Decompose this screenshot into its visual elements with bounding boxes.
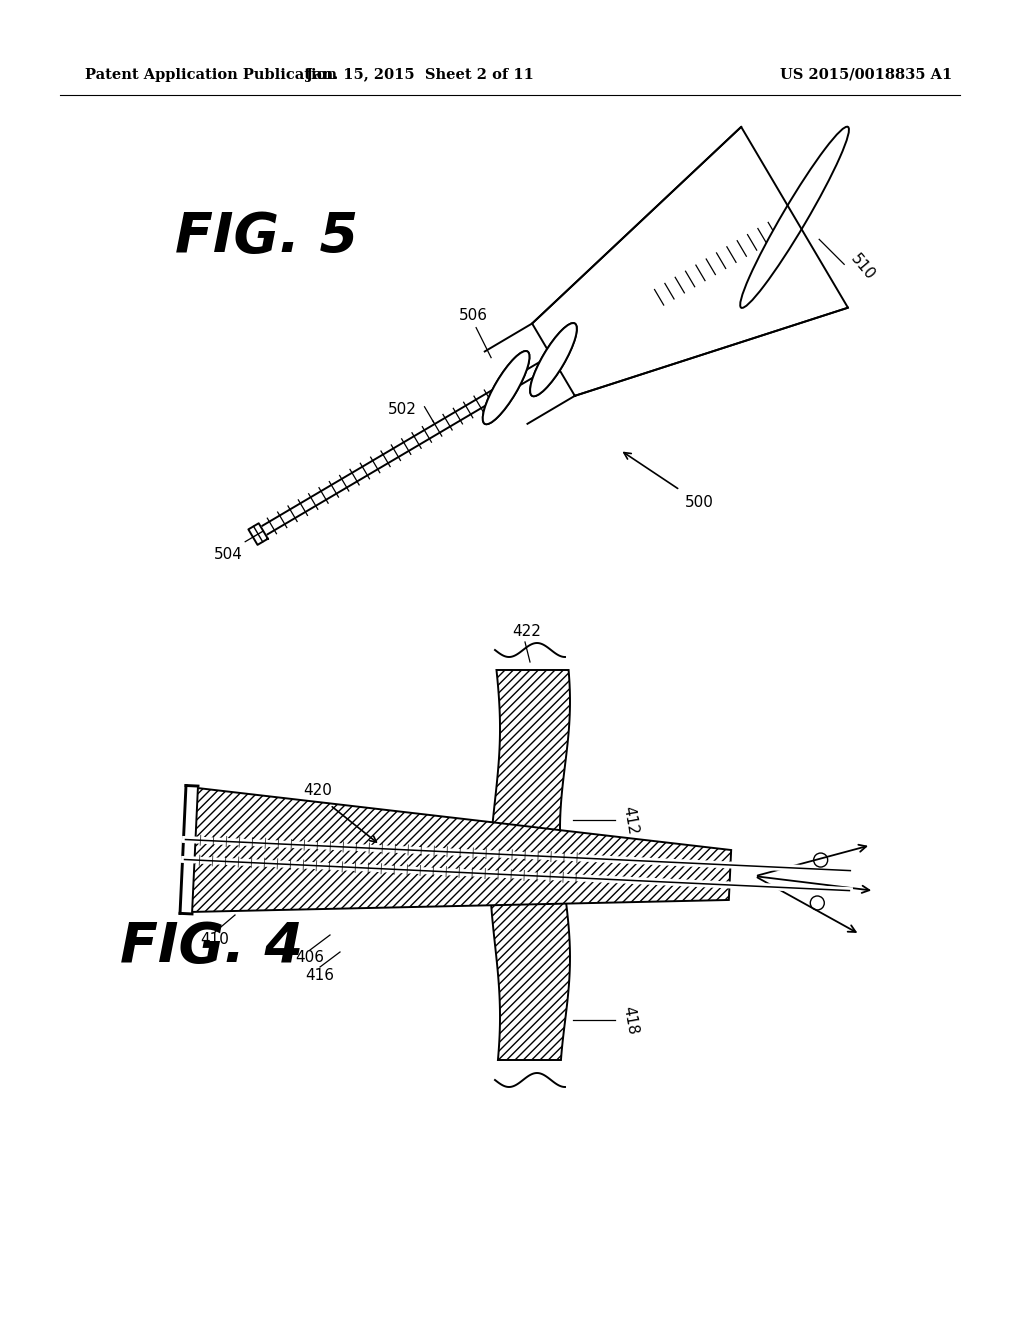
Text: Patent Application Publication: Patent Application Publication	[85, 69, 337, 82]
Polygon shape	[193, 788, 731, 912]
Ellipse shape	[482, 351, 529, 424]
Text: 500: 500	[685, 495, 714, 510]
Text: 422: 422	[513, 624, 542, 639]
Text: 416: 416	[305, 968, 335, 982]
Text: FIG. 5: FIG. 5	[175, 210, 358, 264]
Ellipse shape	[740, 127, 849, 308]
Text: Jan. 15, 2015  Sheet 2 of 11: Jan. 15, 2015 Sheet 2 of 11	[306, 69, 534, 82]
Ellipse shape	[530, 323, 577, 396]
Text: 406: 406	[296, 950, 325, 965]
Text: 412: 412	[621, 804, 640, 836]
Text: 510: 510	[847, 252, 878, 284]
Ellipse shape	[482, 351, 529, 424]
Text: 502: 502	[388, 403, 417, 417]
Text: US 2015/0018835 A1: US 2015/0018835 A1	[780, 69, 952, 82]
Text: FIG. 4: FIG. 4	[120, 920, 303, 974]
Text: 504: 504	[214, 546, 243, 562]
Text: 410: 410	[201, 932, 229, 948]
Text: 418: 418	[621, 1005, 640, 1035]
Polygon shape	[490, 671, 570, 1060]
Text: 420: 420	[303, 783, 333, 799]
Text: 506: 506	[459, 308, 487, 322]
Ellipse shape	[530, 323, 577, 396]
Polygon shape	[532, 127, 848, 396]
